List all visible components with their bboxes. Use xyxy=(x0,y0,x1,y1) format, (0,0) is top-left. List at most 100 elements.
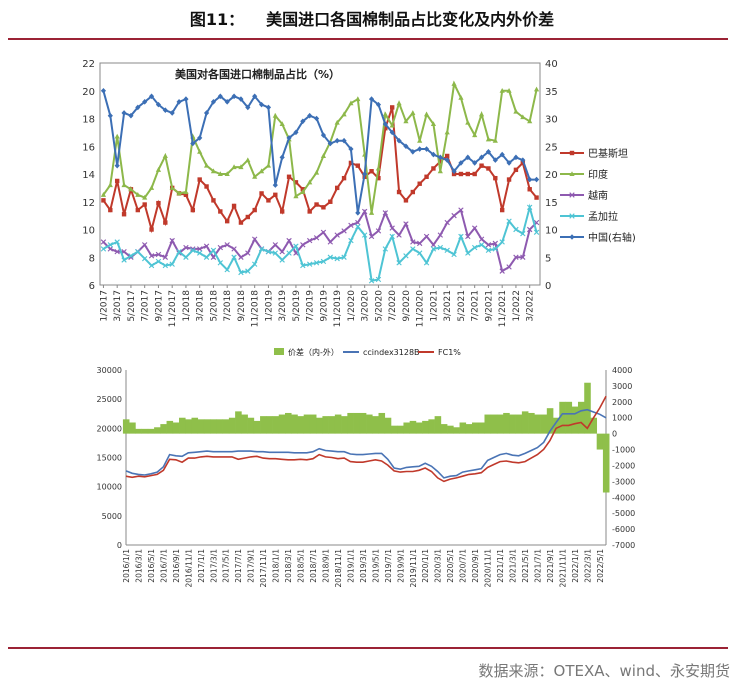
x-tick-label: 2016/1/1 xyxy=(122,549,131,583)
y-right-tick-label: 35 xyxy=(545,87,558,98)
data-point xyxy=(416,250,423,256)
spread-bar xyxy=(241,414,248,434)
data-point xyxy=(272,250,279,256)
data-point xyxy=(341,137,347,144)
top-divider xyxy=(8,38,728,40)
spread-bar xyxy=(154,427,161,434)
spread-bar xyxy=(210,419,217,434)
spread-bar xyxy=(303,414,311,434)
spread-bar xyxy=(129,422,136,434)
y-right-tick-label: 4000 xyxy=(612,366,632,375)
spread-bar xyxy=(216,419,223,434)
data-point xyxy=(423,260,430,266)
data-point xyxy=(155,258,162,265)
data-point xyxy=(135,192,141,197)
spread-bar xyxy=(141,428,149,434)
data-point xyxy=(162,262,169,269)
price-spread-chart: 050001000015000200002500030000-7000-6000… xyxy=(97,347,636,588)
data-point xyxy=(148,253,155,259)
series-line xyxy=(102,208,538,273)
y-right-tick-label: -1000 xyxy=(612,446,635,455)
data-point xyxy=(141,242,148,248)
data-point xyxy=(320,229,327,235)
spread-bar xyxy=(496,414,504,434)
data-point xyxy=(382,121,388,127)
data-point xyxy=(348,100,354,106)
data-point xyxy=(513,254,519,260)
x-tick-label: 2017/1/1 xyxy=(197,549,206,583)
data-point xyxy=(499,87,505,93)
x-tick-label: 2018/9/1 xyxy=(321,549,330,583)
data-point xyxy=(382,210,389,216)
data-point xyxy=(520,114,526,120)
data-point xyxy=(238,220,244,225)
data-point xyxy=(526,226,533,233)
y-right-tick-label: 0 xyxy=(612,430,617,439)
spread-bar xyxy=(316,417,323,434)
data-point xyxy=(252,173,258,179)
spread-bar xyxy=(122,419,130,434)
data-point xyxy=(389,225,395,231)
spread-bar xyxy=(484,414,492,434)
x-tick-label: 3/2020 xyxy=(361,290,371,322)
spread-bar xyxy=(135,428,142,434)
spread-bar xyxy=(459,422,467,434)
x-tick-label: 9/2021 xyxy=(484,290,494,322)
y-left-tick-label: 0 xyxy=(117,541,122,550)
data-point xyxy=(458,160,464,166)
data-point xyxy=(485,247,492,254)
data-point xyxy=(492,157,498,163)
data-point xyxy=(231,164,237,170)
data-point xyxy=(334,185,340,191)
data-point xyxy=(149,227,154,232)
data-point xyxy=(217,171,223,176)
x-tick-label: 2021/11/1 xyxy=(558,549,567,588)
data-point xyxy=(286,250,292,256)
spread-bar xyxy=(465,424,473,434)
y-right-tick-label: 2000 xyxy=(612,398,632,407)
y-left-tick-label: 12 xyxy=(82,198,95,209)
data-point xyxy=(382,111,388,117)
data-point xyxy=(100,239,107,245)
spread-series xyxy=(122,382,610,493)
data-point xyxy=(527,118,533,124)
spread-bar xyxy=(571,406,579,434)
data-point xyxy=(320,132,327,138)
data-point xyxy=(444,157,450,163)
data-point xyxy=(135,249,141,255)
data-point xyxy=(423,111,430,117)
data-point xyxy=(176,190,182,196)
y-right-tick-label: 20 xyxy=(545,170,558,181)
data-point xyxy=(142,194,148,200)
data-point xyxy=(527,187,532,192)
spread-bar xyxy=(378,412,386,434)
data-point xyxy=(478,242,485,248)
x-tick-label: 2020/7/1 xyxy=(459,549,468,583)
data-point xyxy=(451,81,457,86)
spread-bar xyxy=(590,417,598,434)
y-left-tick-label: 10000 xyxy=(97,483,122,492)
data-point xyxy=(417,146,423,152)
data-point xyxy=(376,175,381,181)
spread-bar xyxy=(322,416,329,434)
y-left-tick-label: 16 xyxy=(82,142,95,153)
data-point xyxy=(300,189,306,195)
data-point xyxy=(100,87,107,94)
data-point xyxy=(258,168,265,174)
spread-bar xyxy=(309,414,317,434)
data-point xyxy=(444,219,450,226)
spread-bar xyxy=(366,414,373,434)
legend-marker xyxy=(569,213,575,219)
data-point xyxy=(362,171,368,177)
data-point xyxy=(369,169,374,174)
data-point xyxy=(327,140,333,147)
data-point xyxy=(348,237,354,244)
data-point xyxy=(327,254,334,260)
data-point xyxy=(485,136,492,142)
data-point xyxy=(272,242,279,248)
x-tick-label: 1/2022 xyxy=(512,290,522,322)
data-point xyxy=(403,253,409,259)
data-point xyxy=(273,192,278,198)
spread-bar xyxy=(422,420,429,434)
legend-swatch xyxy=(274,348,284,355)
